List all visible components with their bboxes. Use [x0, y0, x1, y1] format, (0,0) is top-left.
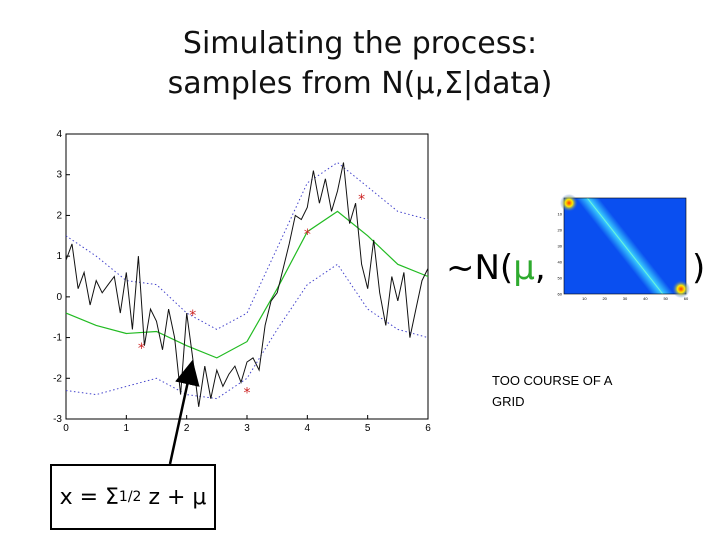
slide-title: Simulating the process: samples from N(μ…: [0, 24, 720, 104]
heatmap-hotspot-bottom-right: [672, 280, 690, 298]
x-tick-label-6: 6: [425, 423, 431, 434]
y-tick-label-1: -2: [53, 373, 62, 384]
heatmap-y-tick-4: 50: [558, 276, 563, 281]
formula-lhs: x = Σ: [59, 484, 119, 510]
title-line-1: Simulating the process:: [182, 26, 538, 61]
observation-marker-2: *: [244, 386, 251, 402]
dist-prefix: ~N(: [446, 248, 514, 288]
heatmap-x-tick-4: 50: [663, 296, 668, 301]
x-tick-label-3: 3: [244, 423, 250, 434]
observation-marker-0: *: [138, 341, 145, 357]
heatmap-field: [563, 197, 687, 295]
y-tick-label-6: 3: [56, 170, 62, 181]
covariance-heatmap: 10 20 30 40 50 60 10 20 30 40 50 60: [558, 194, 690, 301]
y-tick-label-0: -3: [53, 414, 62, 425]
x-tick-label-0: 0: [63, 423, 69, 434]
plot-frame: [65, 133, 429, 420]
dist-close-paren: ): [692, 248, 706, 288]
dist-mu: μ: [513, 248, 535, 288]
x-tick-label-1: 1: [124, 423, 130, 434]
formula-exponent: 1/2: [118, 489, 142, 505]
heatmap-y-tick-2: 30: [558, 244, 563, 249]
heatmap-y-tick-0: 10: [558, 212, 563, 217]
x-tick-label-5: 5: [365, 423, 371, 434]
observation-marker-1: *: [189, 308, 196, 324]
observation-marker-4: *: [358, 192, 365, 208]
x-tick-label-2: 2: [184, 423, 190, 434]
formula-rhs: z + μ: [141, 484, 207, 510]
sample-line: [65, 162, 429, 407]
x-tick-label-4: 4: [305, 423, 311, 434]
heatmap-x-tick-3: 40: [643, 296, 648, 301]
observation-marker-3: *: [304, 227, 311, 243]
dist-comma: ,: [534, 248, 546, 288]
distribution-expression: ~N(μ,: [446, 246, 546, 290]
heatmap-x-tick-1: 20: [602, 296, 607, 301]
y-tick-label-5: 2: [56, 210, 62, 221]
grid-note: TOO COURSE OF A GRID: [492, 373, 612, 409]
y-tick-label-3: 0: [56, 292, 62, 303]
mean-line: [65, 210, 429, 359]
title-line-2: samples from N(μ,Σ|data): [167, 66, 553, 101]
heatmap-x-tick-2: 30: [623, 296, 628, 301]
heatmap-y-tick-1: 20: [558, 228, 563, 233]
y-tick-label-4: 1: [56, 251, 62, 262]
heatmap-y-tick-3: 40: [558, 260, 563, 265]
sample-plot: 0 1 2 3 4 5 6 -3 -2 -1 0 1 2 3 4 * * * * *: [53, 129, 431, 434]
heatmap-hotspot-top-left: [560, 194, 578, 212]
heatmap-y-tick-5: 60: [558, 292, 563, 297]
heatmap-x-tick-5: 60: [684, 296, 689, 301]
formula-box: x = Σ 1/2 z + μ: [50, 464, 216, 530]
y-tick-label-2: -1: [53, 333, 62, 344]
y-tick-label-7: 4: [56, 129, 62, 140]
heatmap-x-tick-0: 10: [582, 296, 587, 301]
